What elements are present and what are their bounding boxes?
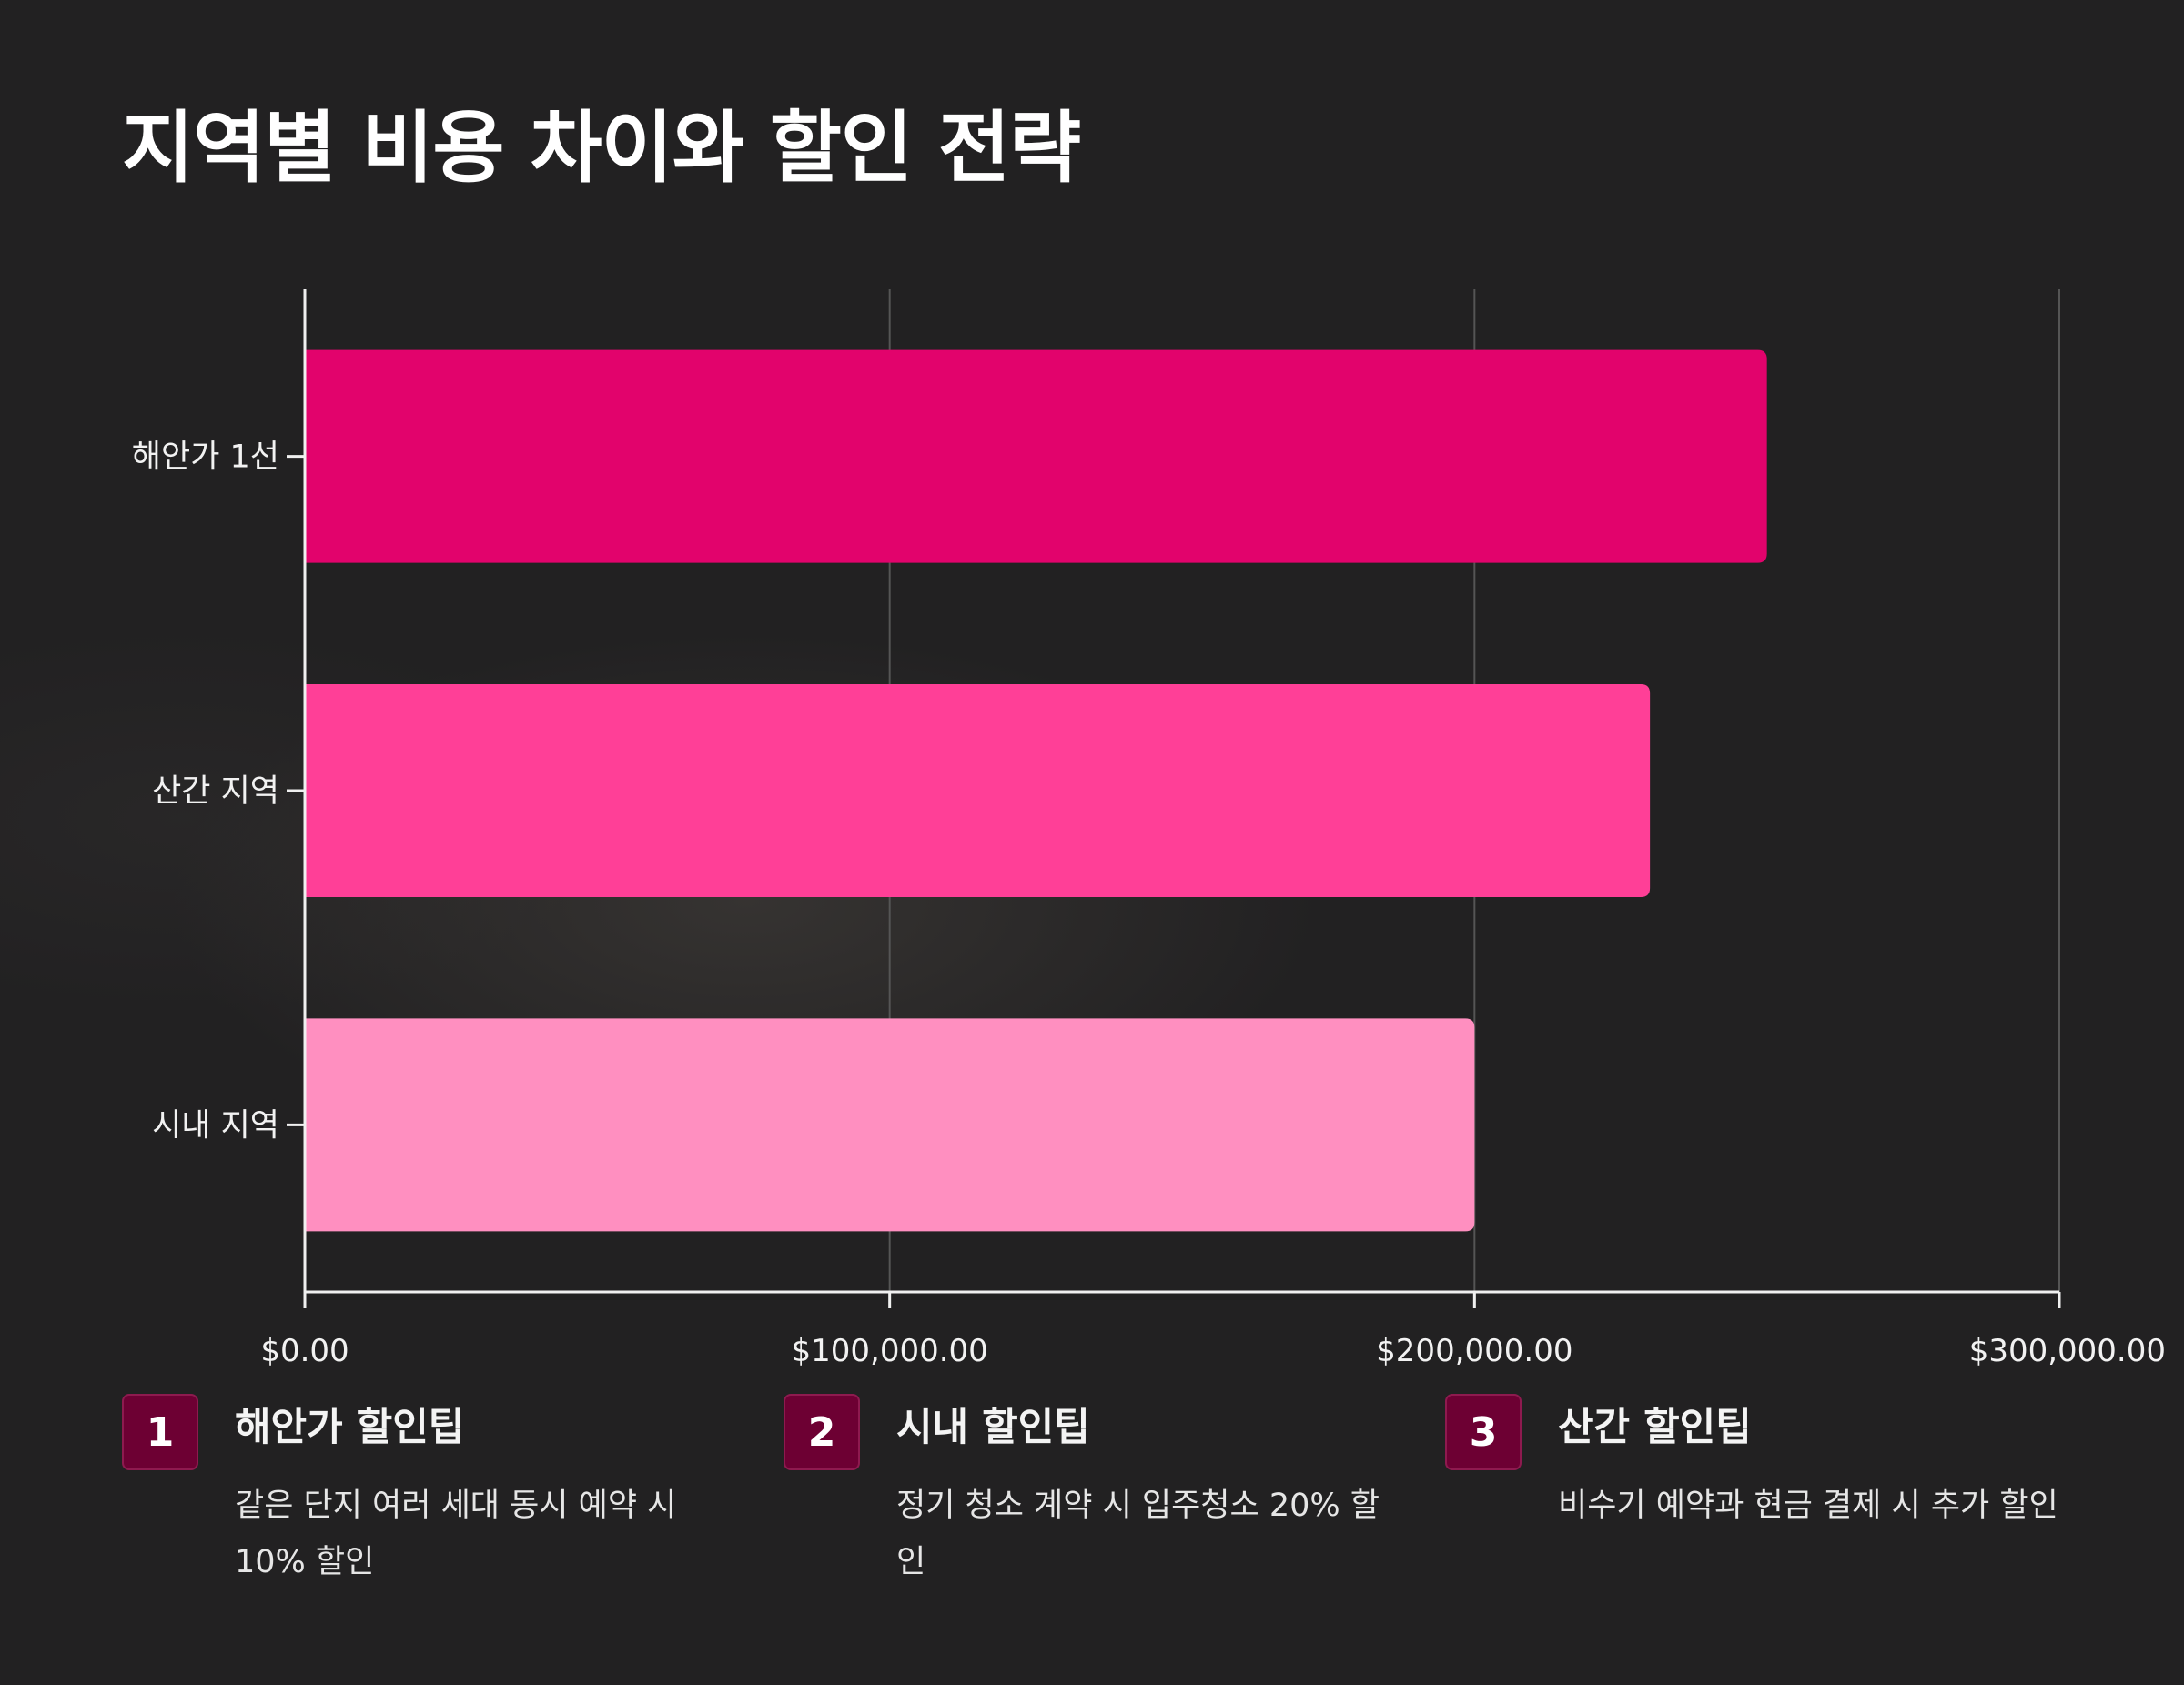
tip-number-badge: 1 — [122, 1394, 198, 1470]
bar — [305, 349, 1767, 563]
page-title: 지역별 비용 차이와 할인 전략 — [122, 103, 1081, 194]
tip-number-badge: 3 — [1445, 1394, 1522, 1470]
tip-title: 산간 할인팁 — [1558, 1405, 1752, 1450]
bar — [305, 1018, 1475, 1232]
tip-title: 해안가 할인팁 — [235, 1405, 465, 1450]
tip-description: 정기 청소 계약 시 입주청소 20% 할인 — [896, 1488, 1380, 1580]
tick-labels: $0.00 $100,000.00 $200,000.00 $300,000.00 — [260, 1333, 2166, 1369]
category-label: 시내 지역 — [152, 1107, 279, 1144]
tip-title: 시내 할인팁 — [896, 1405, 1090, 1450]
tip-number-badge: 2 — [784, 1394, 860, 1470]
category-label: 해안가 1선 — [132, 439, 279, 476]
axes — [287, 289, 2061, 1308]
tip-description: 같은 단지 여러 세대 동시 예약 시 10% 할인 — [235, 1488, 677, 1580]
tip-description: 비수기 예약과 현금 결제 시 추가 할인 — [1558, 1488, 2058, 1524]
bars — [305, 349, 1767, 1232]
category-label: 산간 지역 — [152, 773, 279, 810]
x-tick-label: $0.00 — [260, 1333, 349, 1369]
x-tick-label: $200,000.00 — [1376, 1333, 1572, 1369]
x-tick-label: $300,000.00 — [1969, 1333, 2166, 1369]
bar — [305, 684, 1651, 897]
x-tick-label: $100,000.00 — [792, 1333, 988, 1369]
